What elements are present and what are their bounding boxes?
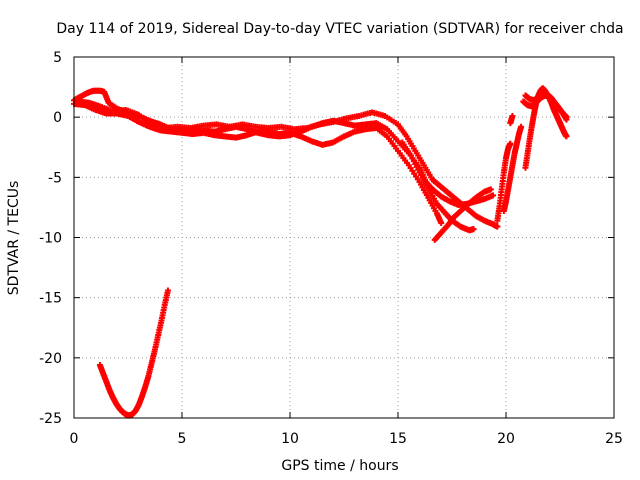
- x-tick-label: 10: [281, 431, 299, 447]
- series-track-e: [431, 186, 494, 243]
- data-point: [509, 112, 516, 119]
- data-point: [164, 287, 171, 294]
- y-tick-label: -5: [48, 170, 62, 186]
- series-late-a: [494, 140, 514, 224]
- series-track-b: [71, 100, 445, 227]
- series-late-b: [500, 123, 525, 215]
- y-tick-label: -20: [39, 351, 62, 367]
- data-point: [490, 192, 497, 199]
- data-layer: [71, 85, 570, 419]
- y-tick-label: 0: [53, 110, 62, 126]
- y-tick-label: -15: [39, 291, 62, 307]
- grid-layer: [74, 57, 614, 418]
- series-early-arc: [96, 287, 171, 419]
- plot-frame: [73, 56, 615, 419]
- y-axis-label: SDTVAR / TECUs: [6, 181, 22, 296]
- y-tick-label: -10: [39, 231, 62, 247]
- data-point: [518, 123, 525, 130]
- y-tick-label: -25: [39, 411, 62, 427]
- data-point: [563, 116, 570, 123]
- x-tick-label: 0: [70, 431, 79, 447]
- chart-title: Day 114 of 2019, Sidereal Day-to-day VTE…: [56, 21, 623, 37]
- x-tick-label: 15: [389, 431, 407, 447]
- data-point: [507, 140, 514, 147]
- data-point: [494, 223, 501, 230]
- x-tick-label: 25: [605, 431, 623, 447]
- x-tick-label: 20: [497, 431, 515, 447]
- tick-layer: 0 5 10 15 20 25 -25 -20 -15 -10 -5 0 5: [39, 50, 623, 447]
- x-tick-label: 5: [178, 431, 187, 447]
- data-point: [470, 226, 477, 233]
- x-axis-label: GPS time / hours: [281, 458, 398, 474]
- data-point: [438, 220, 445, 227]
- series-track-c: [75, 98, 501, 230]
- y-tick-label: 5: [53, 50, 62, 66]
- series-late-c: [507, 112, 516, 127]
- data-point: [563, 133, 570, 140]
- data-point: [487, 186, 494, 193]
- series-late-f: [520, 92, 570, 123]
